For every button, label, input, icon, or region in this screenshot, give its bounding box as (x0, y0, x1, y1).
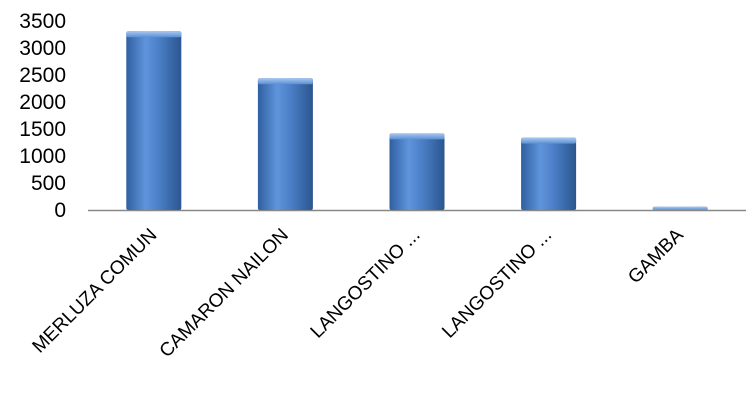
y-tick-label: 2500 (19, 64, 66, 87)
x-category-label: LANGOSTINO ... (307, 225, 425, 343)
y-axis: 0 500 1000 1500 2000 2500 3000 3500 (19, 10, 66, 222)
bar (389, 133, 445, 210)
bars (126, 31, 708, 211)
x-category-label: LANGOSTINO ... (438, 225, 556, 343)
bar (257, 78, 313, 211)
y-tick-label: 1500 (19, 118, 66, 141)
y-tick-label: 3000 (19, 37, 66, 60)
bar (652, 206, 708, 210)
x-category-label: MERLUZA COMUN (29, 225, 162, 358)
y-tick-label: 500 (31, 172, 66, 195)
y-tick-label: 3500 (19, 10, 66, 33)
x-category-label: GAMBA (624, 224, 688, 288)
bar (521, 137, 577, 210)
y-tick-label: 2000 (19, 91, 66, 114)
y-tick-label: 1000 (19, 145, 66, 168)
bar (126, 31, 182, 211)
x-category-label: CAMARON NAILON (156, 225, 293, 362)
y-tick-label: 0 (54, 199, 66, 222)
